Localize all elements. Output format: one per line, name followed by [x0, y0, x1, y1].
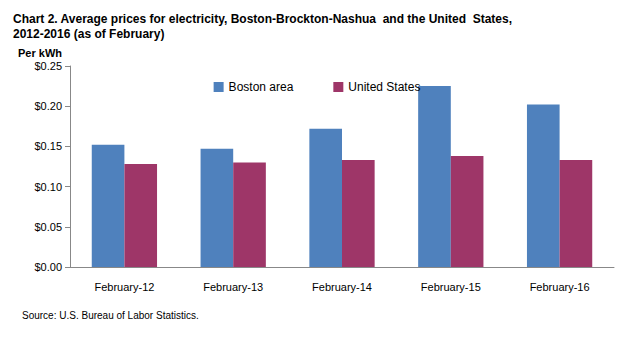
svg-text:February-13: February-13 [203, 281, 263, 293]
svg-text:$0.25: $0.25 [34, 60, 62, 72]
svg-text:$0.15: $0.15 [34, 140, 62, 152]
svg-text:Per kWh: Per kWh [18, 47, 62, 59]
svg-text:February-16: February-16 [530, 281, 590, 293]
svg-text:United States: United States [348, 80, 420, 94]
svg-text:$0.10: $0.10 [34, 181, 62, 193]
svg-text:Chart 2. Average prices for el: Chart 2. Average prices for electricity,… [13, 12, 512, 26]
svg-text:$0.00: $0.00 [34, 261, 62, 273]
svg-text:February-14: February-14 [312, 281, 372, 293]
svg-text:February-12: February-12 [94, 281, 154, 293]
svg-text:2012-2016 (as of February): 2012-2016 (as of February) [13, 27, 164, 41]
svg-text:$0.05: $0.05 [34, 221, 62, 233]
svg-text:Source: U.S. Bureau of Labor S: Source: U.S. Bureau of Labor Statistics. [22, 310, 199, 321]
svg-text:Boston area: Boston area [229, 80, 294, 94]
svg-text:$0.20: $0.20 [34, 100, 62, 112]
svg-text:February-15: February-15 [421, 281, 481, 293]
